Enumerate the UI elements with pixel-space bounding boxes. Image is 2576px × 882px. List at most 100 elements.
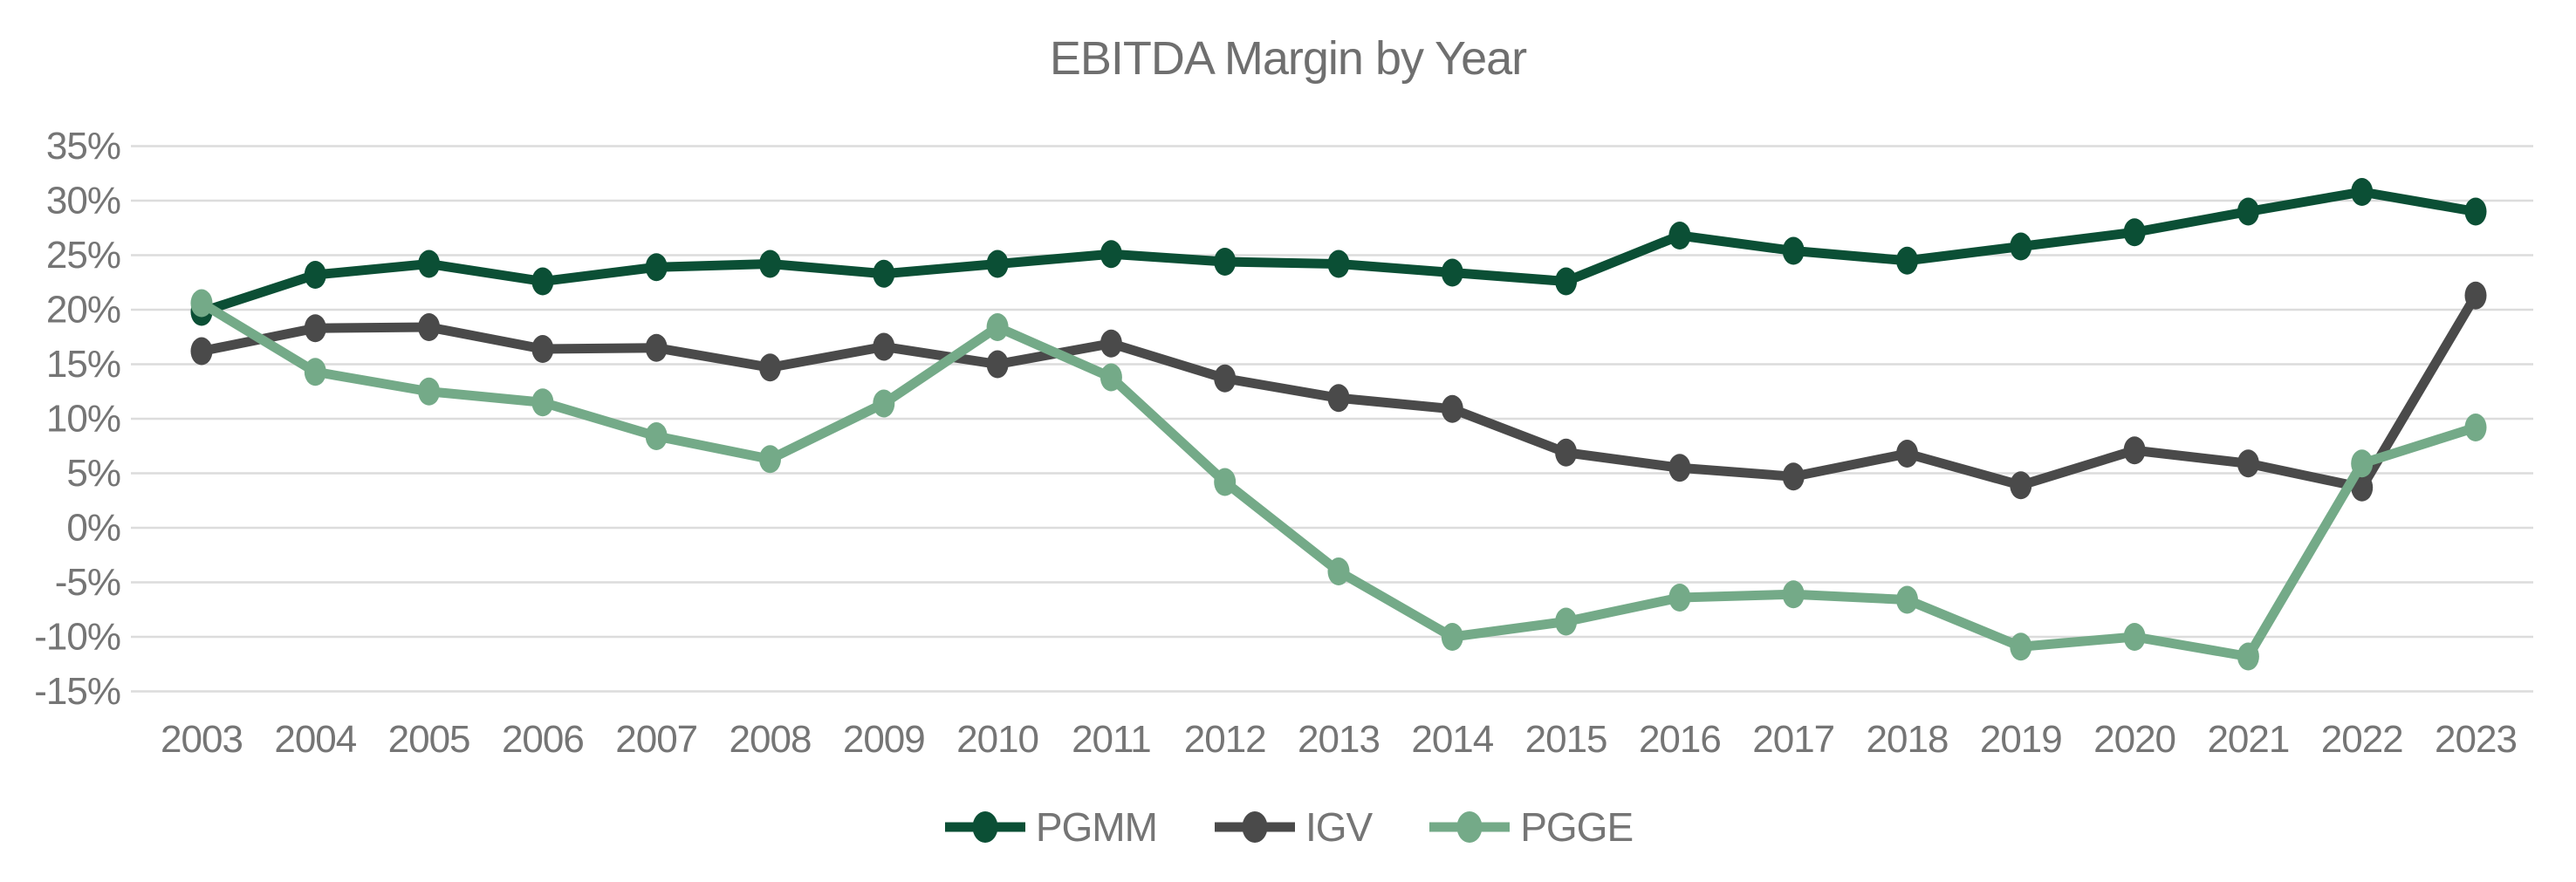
data-point [2237, 197, 2259, 226]
data-point [2123, 218, 2146, 247]
x-tick-label: 2008 [730, 718, 812, 761]
data-point [2123, 436, 2146, 465]
data-point [759, 445, 781, 474]
data-point [645, 422, 668, 450]
data-point [759, 353, 781, 382]
y-tick-label: 0% [66, 507, 120, 550]
series-pgmm [190, 178, 2487, 326]
data-point [190, 337, 213, 366]
data-point [1441, 258, 1463, 287]
x-tick-label: 2007 [615, 718, 697, 761]
data-point [2464, 197, 2487, 226]
data-point [2464, 414, 2487, 441]
legend-marker-pgmm-icon [944, 811, 1025, 843]
data-point [1441, 394, 1463, 423]
data-point [2464, 281, 2487, 310]
data-point [645, 333, 668, 362]
data-point [2123, 623, 2146, 651]
x-tick-label: 2018 [1867, 718, 1949, 761]
x-tick-label: 2010 [956, 718, 1038, 761]
data-point [531, 388, 554, 417]
x-tick-label: 2021 [2207, 718, 2289, 761]
data-point [2351, 178, 2374, 206]
x-tick-label: 2020 [2093, 718, 2175, 761]
data-point [1782, 236, 1805, 265]
data-point [531, 267, 554, 296]
legend-marker-pgge-icon [1429, 811, 1511, 843]
y-tick-label: 15% [46, 343, 120, 386]
data-point [531, 335, 554, 363]
x-tick-label: 2015 [1525, 718, 1607, 761]
legend-item-pgmm: PGMM [943, 803, 1158, 851]
data-point [304, 314, 326, 343]
data-point [1896, 440, 1918, 468]
x-tick-label: 2013 [1298, 718, 1380, 761]
data-point [1896, 585, 1918, 614]
data-point [986, 350, 1009, 379]
legend-label: PGMM [1035, 804, 1158, 850]
data-point [986, 250, 1009, 278]
legend-label: IGV [1305, 804, 1373, 850]
data-point [1327, 250, 1350, 278]
data-point [304, 358, 326, 386]
y-tick-label: -10% [34, 616, 120, 659]
x-tick-label: 2009 [843, 718, 925, 761]
x-tick-label: 2023 [2435, 718, 2517, 761]
data-point [1327, 557, 1350, 585]
x-tick-label: 2011 [1072, 718, 1151, 761]
y-axis-tick-labels: 35% 30% 25% 20% 15% 10% 5% 0% -5% -10% -15% [34, 125, 121, 713]
data-point [2010, 232, 2032, 261]
legend-label: PGGE [1520, 804, 1634, 850]
data-point [1555, 607, 1578, 636]
data-point [873, 389, 895, 418]
y-tick-label: 35% [46, 125, 120, 168]
data-point [2010, 471, 2032, 500]
data-point [1441, 623, 1463, 651]
data-point [1668, 222, 1691, 250]
x-tick-label: 2014 [1411, 718, 1493, 761]
series-pgge [190, 289, 2487, 671]
y-tick-label: -5% [55, 561, 120, 604]
y-tick-label: -15% [34, 670, 120, 713]
x-axis-tick-labels: 2003 2004 2005 2006 2007 2008 2009 2010 2011 2012… [161, 718, 2518, 761]
data-point [873, 332, 895, 361]
x-tick-label: 2022 [2321, 718, 2403, 761]
y-tick-label: 5% [66, 452, 120, 495]
data-point [873, 259, 895, 288]
data-point [2237, 642, 2259, 671]
data-point [1896, 246, 1918, 275]
data-point [1100, 363, 1122, 392]
data-point [1555, 438, 1578, 467]
x-tick-label: 2017 [1752, 718, 1834, 761]
data-point [1782, 462, 1805, 491]
x-tick-label: 2012 [1184, 718, 1266, 761]
data-point [418, 377, 441, 406]
data-point [986, 313, 1009, 341]
data-point [1668, 454, 1691, 482]
legend: PGMM IGV PGGE [0, 792, 2576, 862]
data-point [2237, 449, 2259, 478]
x-tick-label: 2003 [161, 718, 243, 761]
data-point [418, 250, 441, 278]
chart-title: EBITDA Margin by Year [1049, 32, 1527, 85]
legend-marker-igv-icon [1214, 811, 1295, 843]
y-tick-label: 30% [46, 180, 120, 222]
data-point [1214, 248, 1237, 276]
data-point [1555, 267, 1578, 296]
data-point [2351, 449, 2374, 478]
data-point [304, 261, 326, 289]
data-point [2010, 632, 2032, 661]
data-point [1100, 329, 1122, 358]
data-point [645, 253, 668, 282]
data-point [418, 313, 441, 341]
y-tick-label: 25% [46, 234, 120, 277]
data-point [1327, 384, 1350, 413]
series-igv [190, 281, 2487, 502]
data-point [1668, 584, 1691, 612]
data-point [759, 250, 781, 278]
data-point [1214, 364, 1237, 393]
x-tick-label: 2004 [274, 718, 356, 761]
data-point [1782, 580, 1805, 609]
